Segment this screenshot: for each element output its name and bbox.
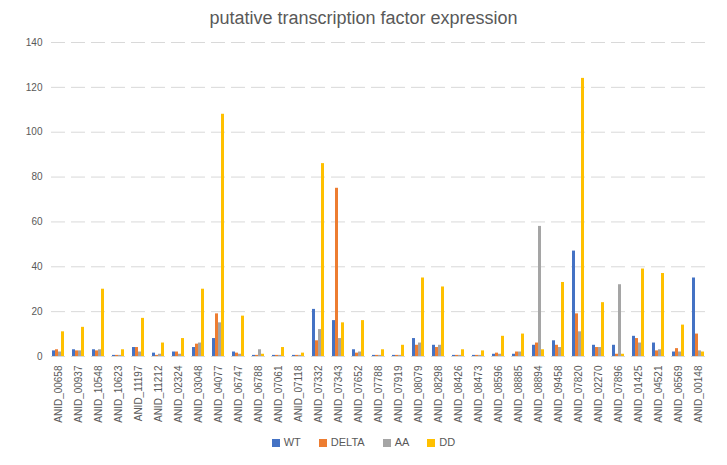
html-text:AA: AA	[394, 436, 410, 448]
svg-text:ANID_07788: ANID_07788	[373, 365, 384, 423]
svg-text:ANID_08473: ANID_08473	[473, 365, 484, 423]
svg-text:100: 100	[26, 126, 43, 137]
svg-text:80: 80	[31, 171, 43, 182]
svg-text:ANID_07118: ANID_07118	[293, 365, 304, 422]
svg-text:140: 140	[26, 37, 43, 48]
svg-text:ANID_00658: ANID_00658	[53, 365, 64, 423]
svg-text:ANID_02324: ANID_02324	[173, 365, 184, 423]
svg-text:20: 20	[31, 306, 43, 317]
svg-text:ANID_09458: ANID_09458	[553, 365, 564, 423]
svg-text:ANID_08426: ANID_08426	[453, 365, 464, 423]
html-text:WT: WT	[283, 436, 301, 448]
svg-text:60: 60	[31, 216, 43, 227]
svg-text:ANID_06747: ANID_06747	[233, 365, 244, 423]
svg-text:ANID_07343: ANID_07343	[333, 365, 344, 423]
svg-text:ANID_07820: ANID_07820	[573, 365, 584, 423]
svg-text:ANID_08885: ANID_08885	[513, 365, 524, 423]
svg-text:ANID_08079: ANID_08079	[413, 365, 424, 423]
svg-text:ANID_03048: ANID_03048	[193, 365, 204, 423]
svg-text:ANID_10623: ANID_10623	[113, 365, 124, 423]
svg-text:ANID_08596: ANID_08596	[493, 365, 504, 423]
svg-text:ANID_02270: ANID_02270	[593, 365, 604, 423]
html-text:DD: DD	[439, 436, 456, 448]
svg-text:ANID_11212: ANID_11212	[153, 365, 164, 422]
svg-text:ANID_11197: ANID_11197	[133, 365, 144, 421]
html-text:putative transcription factor: putative transcription factor expression	[209, 8, 518, 28]
svg-text:ANID_04077: ANID_04077	[213, 365, 224, 423]
svg-text:0: 0	[37, 351, 43, 362]
svg-text:ANID_06788: ANID_06788	[253, 365, 264, 423]
html-text:DELTA: DELTA	[330, 436, 365, 448]
svg-text:ANID_10548: ANID_10548	[93, 365, 104, 423]
svg-text:40: 40	[31, 261, 43, 272]
svg-text:ANID_07896: ANID_07896	[613, 365, 624, 423]
svg-text:ANID_00937: ANID_00937	[73, 365, 84, 423]
svg-text:ANID_01425: ANID_01425	[633, 365, 644, 423]
svg-text:ANID_07919: ANID_07919	[393, 365, 404, 423]
svg-text:ANID_06569: ANID_06569	[673, 365, 684, 423]
svg-text:120: 120	[26, 82, 43, 93]
svg-text:ANID_00148: ANID_00148	[693, 365, 704, 423]
svg-text:ANID_04521: ANID_04521	[653, 365, 664, 423]
svg-text:ANID_08894: ANID_08894	[533, 365, 544, 423]
svg-text:ANID_08298: ANID_08298	[433, 365, 444, 423]
svg-text:ANID_07652: ANID_07652	[353, 365, 364, 423]
svg-text:ANID_07332: ANID_07332	[313, 365, 324, 423]
svg-text:ANID_07061: ANID_07061	[273, 365, 284, 423]
